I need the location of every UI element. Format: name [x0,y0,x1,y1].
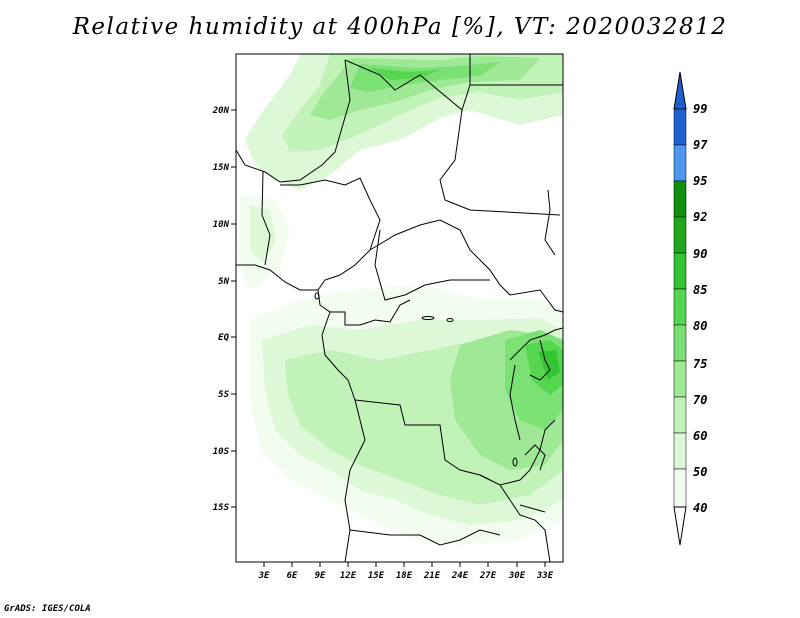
lat-label: 5N [218,277,229,287]
colorbar-swatch-95 [673,180,687,218]
colorbar-swatch-90 [673,252,687,290]
lat-label: EQ [218,333,229,343]
colorbar-label: 50 [693,465,707,479]
lon-label: 12E [340,571,357,581]
colorbar-label: 40 [693,501,707,515]
lon-label: 18E [396,571,413,581]
colorbar-label: 92 [693,210,707,224]
colorbar-label: 90 [693,247,707,261]
colorbar-swatch-75 [673,360,687,398]
colorbar-swatch-80 [673,324,687,362]
lon-label: 30E [508,571,526,581]
colorbar-swatch-92 [673,216,687,254]
colorbar-label: 95 [693,174,707,188]
country-borders [236,54,563,562]
lat-label: 10N [213,220,230,230]
lakes [314,292,518,467]
lat-label: 15S [213,503,230,513]
lon-label: 3E [258,571,270,581]
lon-label: 33E [536,571,554,581]
colorbar-swatch-50 [673,468,687,508]
lon-label: 9E [315,571,326,581]
lat-label: 10S [213,447,230,457]
colorbar-swatch-97 [673,144,687,182]
lat-axis: 20N 15N 10N 5N EQ 5S 10S 15S [212,106,236,513]
humidity-field [236,54,563,562]
humidity-area-south-90 [538,350,560,380]
colorbar-top-arrow [673,71,687,110]
grads-credit: GrADS: IGES/COLA [4,604,91,614]
colorbar-swatch-70 [673,396,687,434]
map-title: Relative humidity at 400hPa [%], VT: 202… [72,14,728,40]
colorbar-swatch-60 [673,432,687,470]
colorbar-label: 99 [693,102,707,116]
colorbar: 99 97 95 92 90 85 80 75 70 60 50 40 [673,71,708,546]
colorbar-label: 97 [693,138,708,152]
colorbar-label: 60 [693,429,707,443]
colorbar-swatch-85 [673,288,687,326]
map-frame [235,53,564,563]
colorbar-swatch-99 [673,108,687,146]
colorbar-bottom-arrow [673,506,687,546]
colorbar-label: 70 [693,393,707,407]
lon-label: 27E [479,571,497,581]
lat-label: 15N [213,163,230,173]
lat-label: 5S [218,390,229,400]
colorbar-label: 85 [693,283,707,297]
humidity-area-westafrica-50 [250,205,276,262]
lat-label: 20N [212,106,230,116]
lon-label: 24E [451,571,469,581]
lon-label: 6E [287,571,298,581]
lon-label: 15E [368,571,385,581]
lon-label: 21E [423,571,441,581]
colorbar-label: 75 [693,357,707,371]
humidity-area-north-80 [350,62,500,92]
colorbar-label: 80 [693,319,707,333]
lon-axis: 3E 6E 9E 12E 15E 18E 21E 24E 27E 30E 33E [258,562,554,581]
